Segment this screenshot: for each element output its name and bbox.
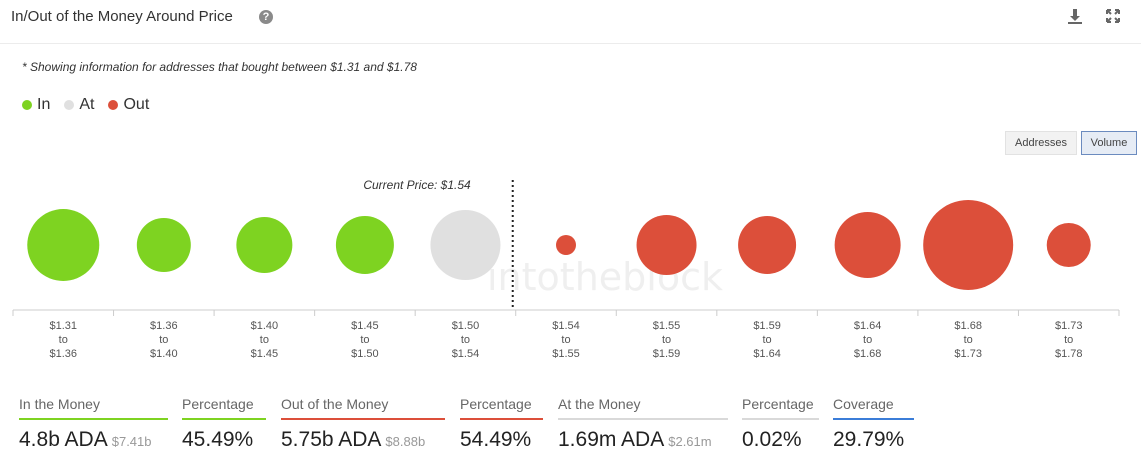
legend-label-in: In <box>37 96 51 113</box>
x-tick-label: $1.55 to $1.59 <box>653 320 681 360</box>
x-tick-label: $1.64 to $1.68 <box>854 320 882 360</box>
legend-item-in[interactable]: In <box>22 96 50 114</box>
volume-toggle-button[interactable]: Volume <box>1081 131 1137 155</box>
bubble-out <box>556 235 576 255</box>
legend-swatch-out <box>108 100 119 110</box>
legend-label-out: Out <box>123 96 150 113</box>
x-tick-label: $1.40 to $1.45 <box>251 320 279 360</box>
widget-header: In/Out of the Money Around Price ? <box>0 0 1141 44</box>
stat-label: Coverage <box>833 392 914 420</box>
bubble-in <box>27 209 100 281</box>
help-icon[interactable]: ? <box>259 10 273 24</box>
stat-value: 4.8b ADA <box>19 428 108 451</box>
current-price-label: Current Price: $1.54 <box>363 178 471 192</box>
stat-value: 29.79% <box>833 428 905 451</box>
stat-label: At the Money <box>558 392 728 420</box>
stat-out-of-the-money: Out of the Money 5.75b ADA $8.88b <box>281 392 445 452</box>
bubble-out <box>738 216 797 274</box>
legend-label-at: At <box>79 96 95 113</box>
stat-label: Out of the Money <box>281 392 445 420</box>
x-tick-label: $1.73 to $1.78 <box>1055 320 1083 360</box>
legend-item-at[interactable]: At <box>64 96 94 114</box>
stat-out-percentage: Percentage 54.49% <box>460 392 543 452</box>
stat-coverage: Coverage 29.79% <box>833 392 914 452</box>
bubble-out <box>923 200 1014 290</box>
stat-sub-value: $7.41b <box>111 434 152 449</box>
stats-row: In the Money 4.8b ADA $7.41b Percentage 4… <box>0 392 1141 466</box>
legend-item-out[interactable]: Out <box>108 96 149 114</box>
stat-value: 45.49% <box>182 428 254 451</box>
x-tick-label: $1.50 to $1.54 <box>452 320 480 360</box>
bubble-at <box>430 210 501 280</box>
bubble-out <box>636 215 697 275</box>
stat-value: 54.49% <box>460 428 532 451</box>
legend-swatch-at <box>64 100 75 110</box>
stat-value: 5.75b ADA <box>281 428 382 451</box>
legend-swatch-in <box>22 100 32 110</box>
bubble-chart: intotheblock$1.31 to $1.36$1.36 to $1.40$1.4… <box>12 178 1120 360</box>
x-tick-label: $1.54 to $1.55 <box>552 320 580 360</box>
bubble-in <box>136 218 191 272</box>
stat-label: In the Money <box>19 392 168 420</box>
bubble-out <box>1046 223 1091 267</box>
x-tick-label: $1.45 to $1.50 <box>351 320 379 360</box>
bubble-in <box>335 216 394 274</box>
stat-at-the-money: At the Money 1.69m ADA $2.61m <box>558 392 728 452</box>
stat-label: Percentage <box>460 392 543 420</box>
x-tick-label: $1.36 to $1.40 <box>150 320 178 360</box>
stat-value: 0.02% <box>742 428 802 451</box>
widget-title: In/Out of the Money Around Price <box>11 8 233 25</box>
legend: In At Out <box>22 96 163 114</box>
addresses-toggle-button[interactable]: Addresses <box>1005 131 1077 155</box>
x-tick-label: $1.59 to $1.64 <box>753 320 781 360</box>
stat-label: Percentage <box>742 392 819 420</box>
bubble-out <box>834 212 901 278</box>
download-icon[interactable] <box>1066 7 1084 25</box>
stat-in-percentage: Percentage 45.49% <box>182 392 266 452</box>
stat-in-the-money: In the Money 4.8b ADA $7.41b <box>19 392 168 452</box>
x-tick-label: $1.68 to $1.73 <box>954 320 982 360</box>
stat-at-percentage: Percentage 0.02% <box>742 392 819 452</box>
stat-value: 1.69m ADA <box>558 428 665 451</box>
stat-label: Percentage <box>182 392 266 420</box>
x-tick-label: $1.31 to $1.36 <box>50 320 78 360</box>
range-note: * Showing information for addresses that… <box>22 60 417 74</box>
expand-icon[interactable] <box>1104 7 1122 25</box>
stat-sub-value: $8.88b <box>385 434 426 449</box>
bubble-in <box>236 217 293 273</box>
stat-sub-value: $2.61m <box>668 434 712 449</box>
